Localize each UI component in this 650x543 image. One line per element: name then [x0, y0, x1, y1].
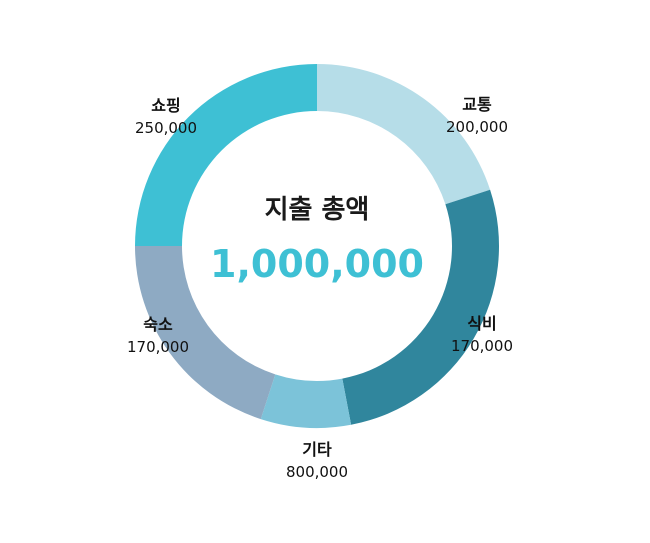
total-label: 지출 총액 — [265, 195, 370, 225]
slice-name-4: 숙소 — [143, 315, 173, 334]
donut-slice-3 — [261, 374, 351, 428]
slice-value-4: 170,000 — [127, 338, 189, 356]
slice-name-3: 기타 — [302, 440, 332, 459]
slice-value-5: 250,000 — [135, 119, 197, 137]
slice-value-2: 170,000 — [451, 337, 513, 355]
slice-name-1: 교통 — [462, 95, 492, 114]
slice-value-3: 800,000 — [286, 463, 348, 481]
slice-name-2: 식비 — [467, 314, 496, 333]
total-value: 1,000,000 — [210, 242, 424, 286]
donut-slice-2 — [342, 190, 499, 425]
slice-value-1: 200,000 — [446, 118, 508, 136]
slice-name-5: 쇼핑 — [151, 96, 180, 115]
